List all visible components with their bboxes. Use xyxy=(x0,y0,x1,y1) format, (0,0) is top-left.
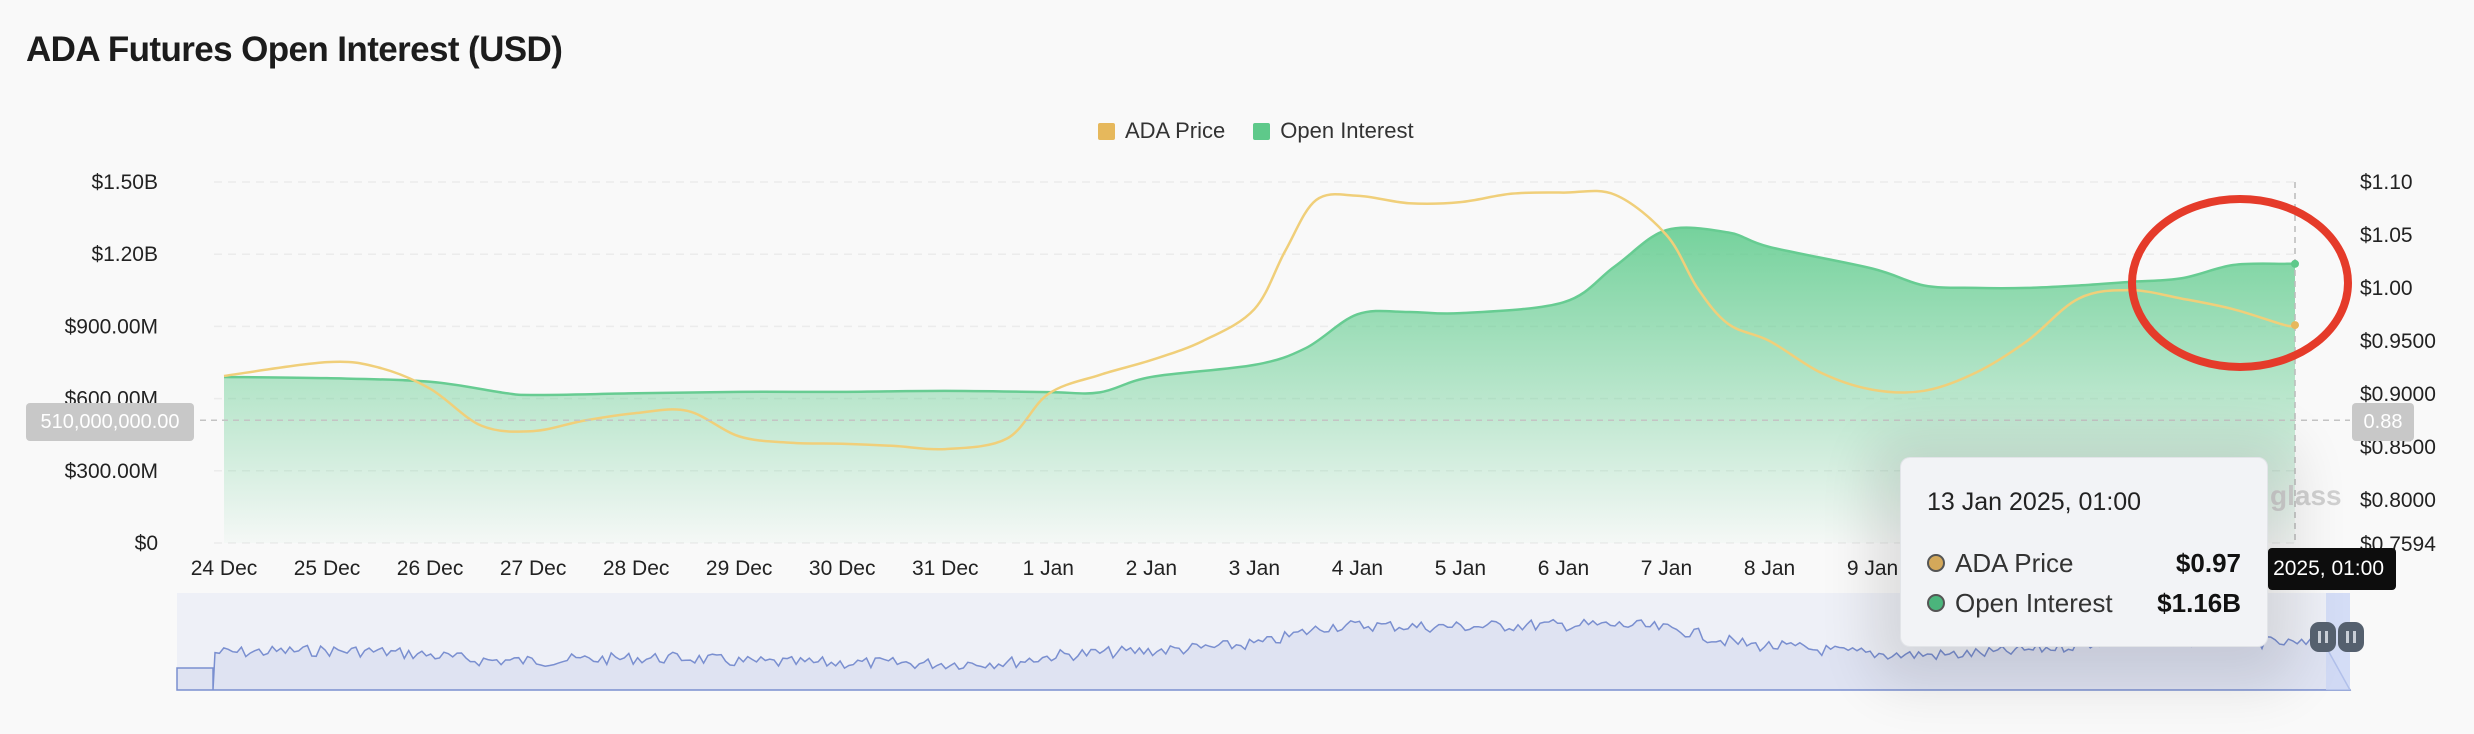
x-tick-label: 7 Jan xyxy=(1641,557,1692,580)
navigator-left-handle[interactable] xyxy=(2310,622,2336,652)
tooltip-row-ada-price: ADA Price $0.97 xyxy=(1927,543,2241,583)
y-right-tick-label: $0.8500 xyxy=(2360,436,2436,459)
x-tick-label: 6 Jan xyxy=(1538,557,1589,580)
watermark-text: glass xyxy=(2270,480,2342,511)
legend-swatch-open-interest xyxy=(1253,122,1271,140)
crosshair-right-value: 0.88 xyxy=(2352,403,2414,441)
x-tick-label: 4 Jan xyxy=(1332,557,1383,580)
open-interest-marker xyxy=(2291,259,2299,268)
hover-tooltip: 13 Jan 2025, 01:00 ADA Price $0.97 Open … xyxy=(1900,457,2268,647)
legend-label-ada-price: ADA Price xyxy=(1125,118,1226,143)
y-right-tick-label: $1.00 xyxy=(2360,277,2413,300)
tooltip-date: 13 Jan 2025, 01:00 xyxy=(1927,488,2142,516)
chart-title: ADA Futures Open Interest (USD) xyxy=(26,30,563,69)
x-tick-label: 9 Jan xyxy=(1847,557,1898,580)
ada-price-series xyxy=(223,189,2296,451)
tooltip-label-ada-price: ADA Price xyxy=(1955,547,2074,578)
y-right-tick-label: $1.05 xyxy=(2360,224,2413,247)
x-tick-label: 25 Dec xyxy=(294,557,361,580)
y-left-tick-label: $900.00M xyxy=(65,315,158,338)
legend-swatch-ada-price xyxy=(1098,122,1115,140)
legend-item-ada-price[interactable]: ADA Price xyxy=(1098,118,1225,144)
tooltip-label-open-interest: Open Interest xyxy=(1955,587,2113,618)
crosshair-x-label: 2025, 01:00 xyxy=(2268,548,2396,590)
x-tick-label: 1 Jan xyxy=(1023,557,1074,580)
y-right-tick-label: $1.10 xyxy=(2360,171,2413,194)
x-tick-label: 5 Jan xyxy=(1435,557,1486,580)
y-left-tick-label: $300.00M xyxy=(65,460,158,483)
chart-legend: ADA Price Open Interest xyxy=(1098,118,1442,144)
tooltip-row-open-interest: Open Interest $1.16B xyxy=(1927,583,2241,623)
y-right-tick-label: $0.8000 xyxy=(2360,489,2436,512)
x-tick-label: 29 Dec xyxy=(706,557,773,580)
tooltip-dot-ada-price xyxy=(1927,554,1945,572)
x-tick-label: 3 Jan xyxy=(1229,557,1280,580)
crosshair-left-value: 510,000,000.00 xyxy=(26,403,194,441)
y-left-tick-label: $1.50B xyxy=(91,171,158,194)
x-tick-label: 24 Dec xyxy=(191,557,258,580)
overlay xyxy=(200,182,2352,543)
y-left-tick-label: $0 xyxy=(135,532,158,555)
y-right-tick-label: $0.9500 xyxy=(2360,330,2436,353)
tooltip-value-ada-price: $0.97 xyxy=(2175,547,2241,578)
x-tick-label: 26 Dec xyxy=(397,557,464,580)
open-interest-area xyxy=(224,227,2295,544)
highlight-circle xyxy=(2128,195,2352,371)
x-tick-label: 2 Jan xyxy=(1126,557,1177,580)
navigator-right-handle[interactable] xyxy=(2338,622,2364,652)
x-tick-label: 31 Dec xyxy=(912,557,979,580)
tooltip-value-open-interest: $1.16B xyxy=(2157,587,2241,618)
x-tick-label: 27 Dec xyxy=(500,557,567,580)
ada-price-line xyxy=(223,189,2296,451)
legend-label-open-interest: Open Interest xyxy=(1280,118,1414,143)
open-interest-series xyxy=(223,226,2296,544)
y-left-tick-label: $1.20B xyxy=(91,243,158,266)
y-right-tick-label: $0.9000 xyxy=(2360,383,2436,406)
tooltip-dot-open-interest xyxy=(1927,594,1945,612)
legend-item-open-interest[interactable]: Open Interest xyxy=(1253,118,1414,144)
x-tick-label: 28 Dec xyxy=(603,557,670,580)
x-tick-label: 30 Dec xyxy=(809,557,876,580)
x-tick-label: 8 Jan xyxy=(1744,557,1795,580)
open-interest-line xyxy=(223,226,2296,397)
navigator-sparkline xyxy=(176,618,2352,691)
ada-price-marker xyxy=(2291,321,2299,330)
